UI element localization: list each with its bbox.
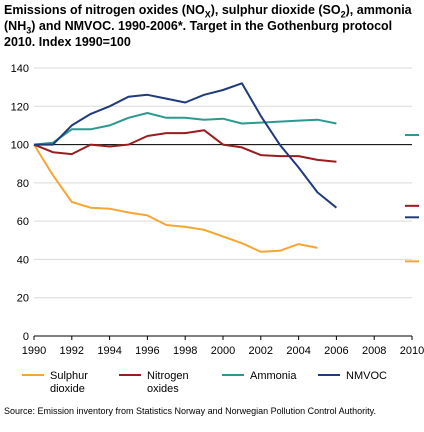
x-tick-label: 1998 xyxy=(173,345,197,357)
series-line-nitrogen-oxides xyxy=(33,129,337,163)
x-tick-label: 1992 xyxy=(60,345,84,357)
legend-label-ammonia: Ammonia xyxy=(250,370,297,382)
x-tick-label: 1996 xyxy=(135,345,159,357)
legend-label-nitrogen-oxides-line2: oxides xyxy=(147,383,179,395)
legend-label-nmvoc: NMVOC xyxy=(346,370,387,382)
x-tick-label: 2002 xyxy=(249,345,273,357)
gridlines xyxy=(34,67,412,299)
legend-label-sulphur-dioxide-line2: dioxide xyxy=(50,383,85,395)
y-tick-label: 80 xyxy=(17,178,29,190)
y-tick-label: 60 xyxy=(17,216,29,228)
x-tick-label: 2004 xyxy=(286,345,310,357)
source-note: Source: Emission inventory from Statisti… xyxy=(4,406,376,416)
axes: 0 20 40 60 80 100 120 140 1990 1992 1994 1996 1998 20… xyxy=(11,63,424,357)
legend-label-sulphur-dioxide: Sulphur xyxy=(50,370,88,382)
y-tick-label: 100 xyxy=(11,140,29,152)
x-tick-label: 2010 xyxy=(400,345,424,357)
series-lines xyxy=(33,82,338,253)
y-tick-label: 0 xyxy=(23,331,29,343)
x-tick-label: 2006 xyxy=(324,345,348,357)
series-line-nmvoc xyxy=(34,82,338,209)
y-tick-label: 120 xyxy=(11,101,29,113)
x-tick-label: 2000 xyxy=(211,345,235,357)
x-tick-label: 1990 xyxy=(22,345,46,357)
y-tick-label: 140 xyxy=(11,63,29,75)
chart-title: Emissions of nitrogen oxides (NOX), sulp… xyxy=(4,3,412,49)
target-markers xyxy=(405,134,419,263)
y-tick-label: 40 xyxy=(17,254,29,266)
x-tick-label: 1994 xyxy=(97,345,121,357)
x-tick-label: 2008 xyxy=(362,345,386,357)
series-line-ammonia xyxy=(33,112,337,146)
series-line-sulphur-dioxide xyxy=(33,144,318,253)
legend-label-nitrogen-oxides: Nitrogen xyxy=(147,370,189,382)
y-tick-label: 20 xyxy=(17,293,29,305)
